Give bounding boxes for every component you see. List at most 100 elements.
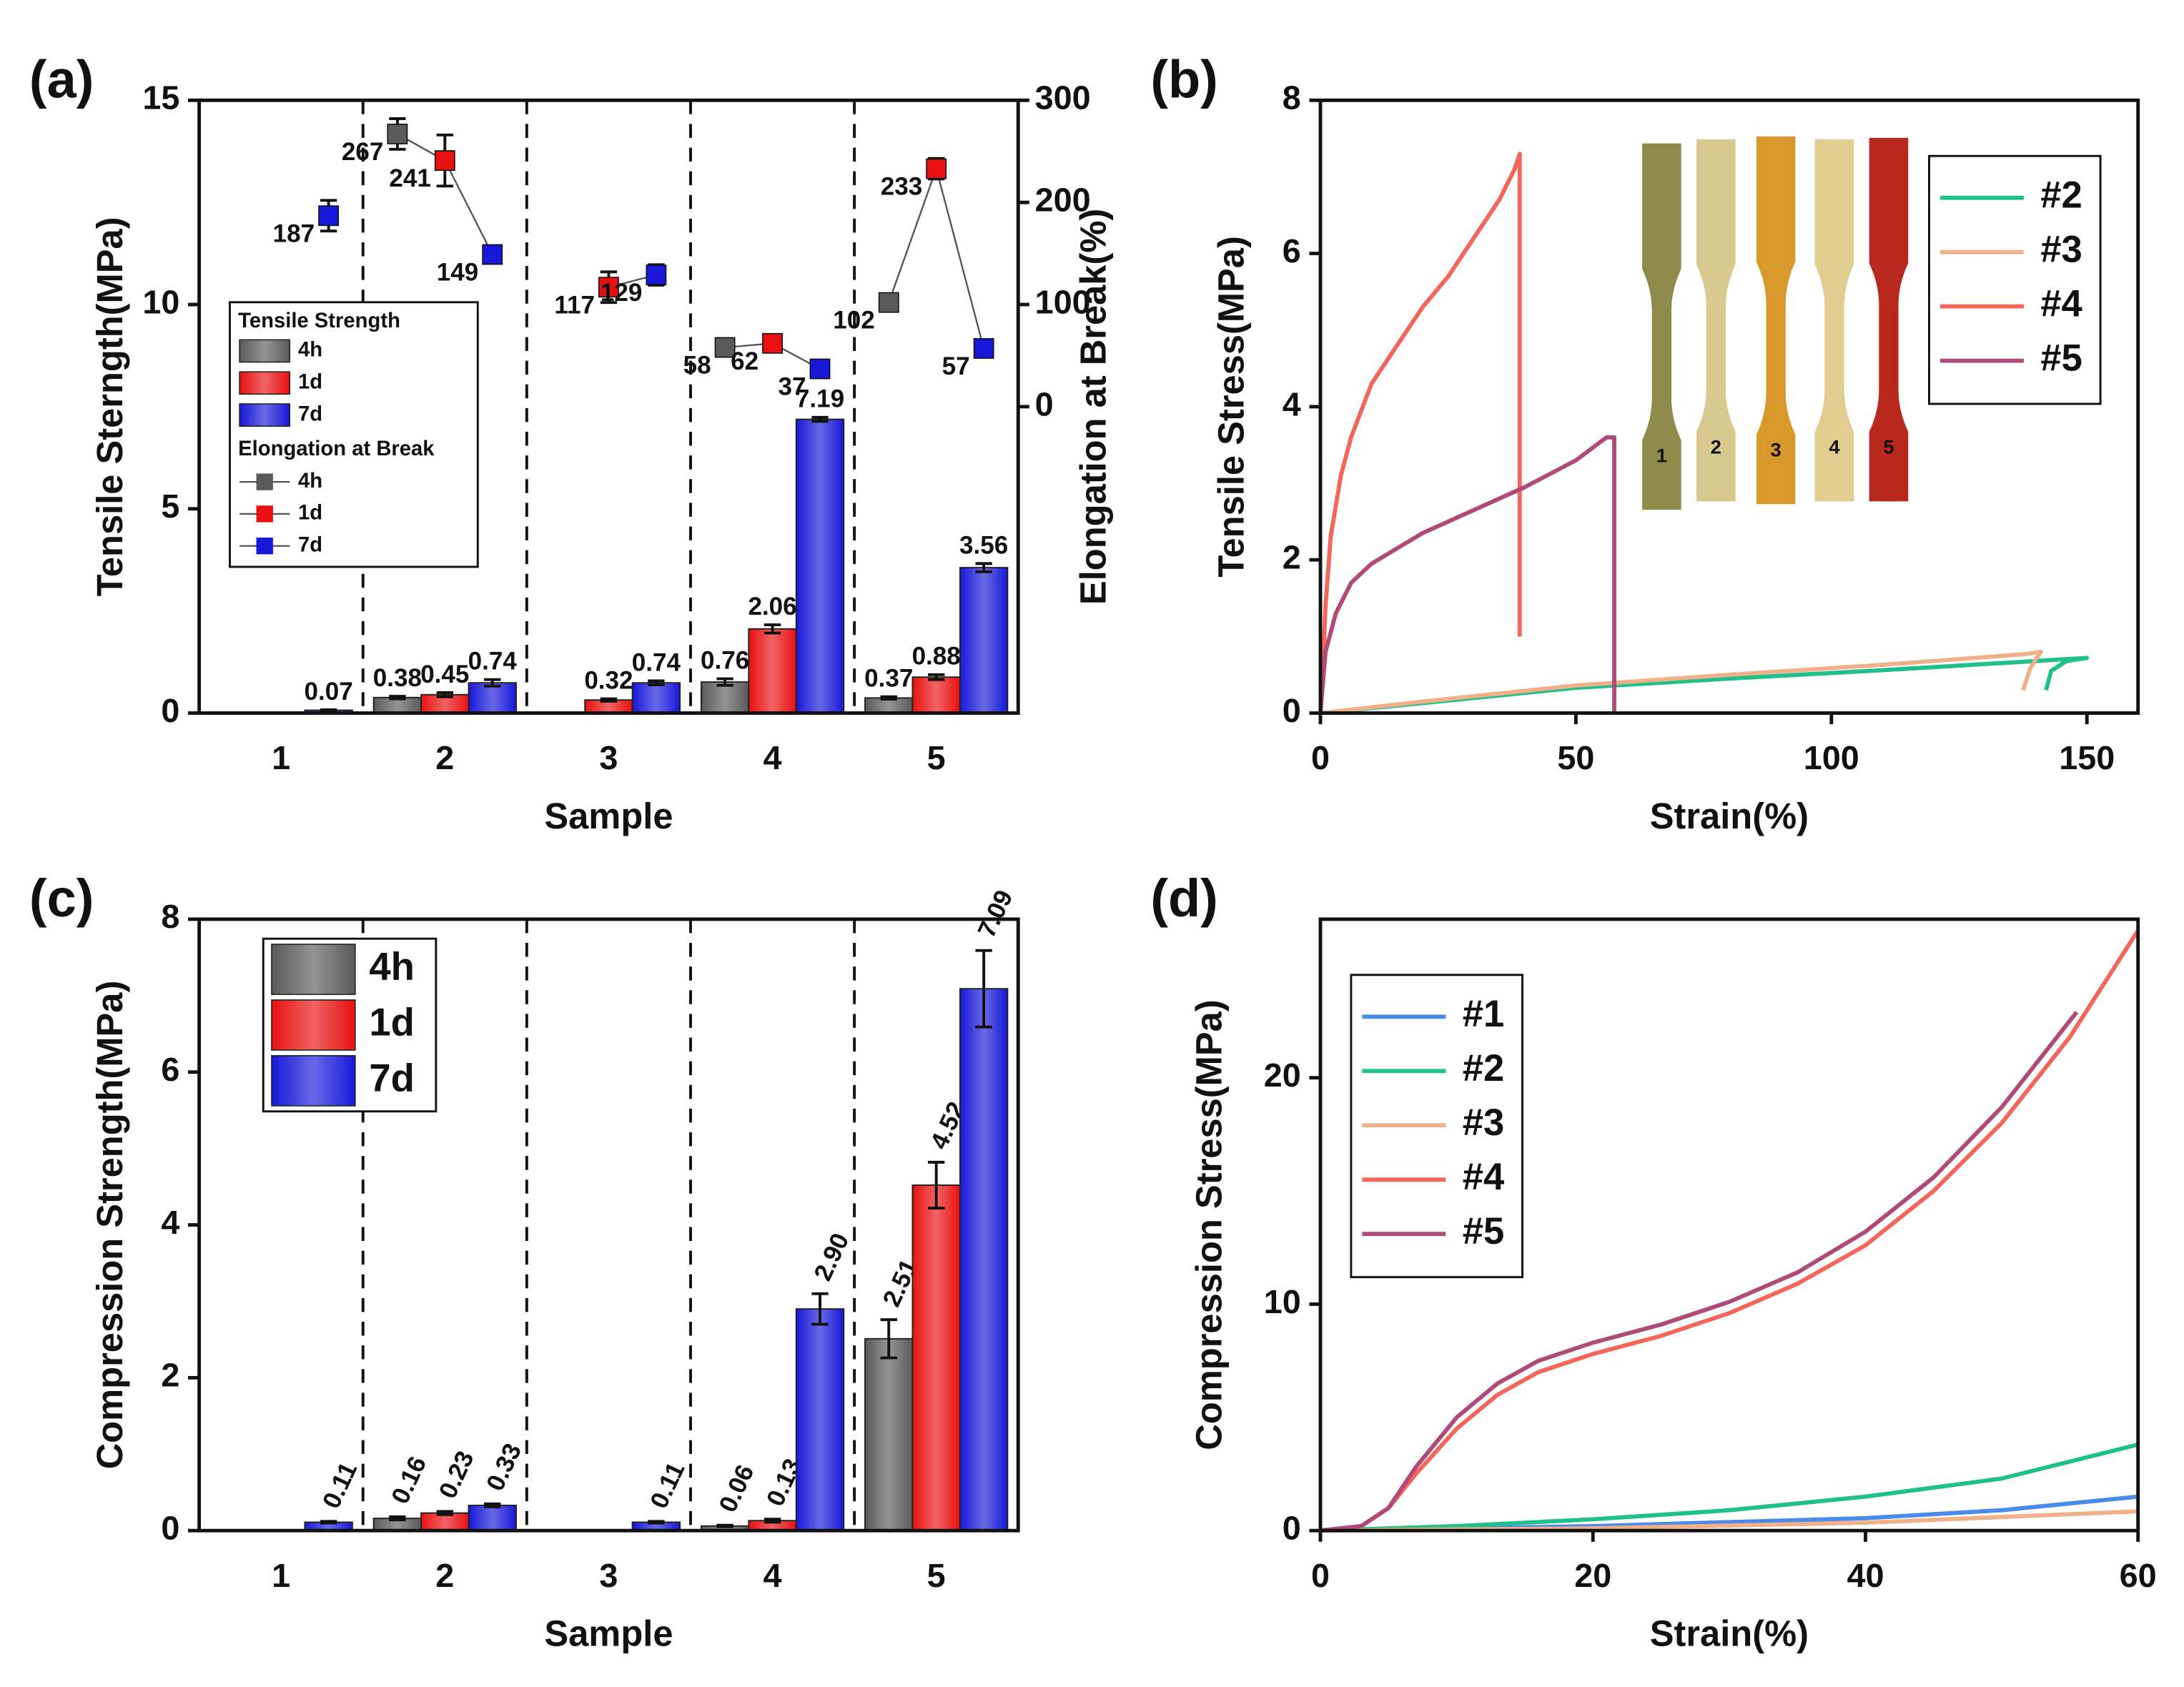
y2-tick-label: 300 — [1035, 79, 1091, 117]
x-tick-label: 1 — [272, 739, 290, 776]
y2-axis-title: Elongation at Break(%) — [1073, 209, 1114, 605]
x-axis-title: Sample — [544, 1613, 673, 1654]
plot-frame — [197, 98, 1020, 715]
point-label: 117 — [554, 291, 595, 319]
plot-frame — [1318, 98, 2140, 715]
legend-swatch — [271, 1055, 356, 1107]
error-bar — [764, 1518, 781, 1524]
x-tick-label: 0 — [1311, 1557, 1330, 1594]
error-bar — [436, 691, 454, 698]
legend-marker — [256, 473, 273, 490]
curve — [1318, 435, 1616, 713]
legend-swatch — [271, 944, 356, 995]
legend-label: 1d — [369, 1000, 415, 1044]
y-tick-label: 6 — [1283, 232, 1301, 269]
point-label: 241 — [389, 164, 430, 192]
point — [646, 264, 667, 286]
error-bar — [975, 562, 992, 573]
y-tick-label: 10 — [142, 283, 179, 320]
value-label: 0.76 — [701, 646, 749, 674]
x-axis-title: Strain(%) — [1650, 796, 1809, 836]
error-bar — [389, 1515, 406, 1522]
legend-swatch — [239, 339, 291, 363]
curve — [1320, 1010, 2079, 1533]
legend-label: #2 — [2040, 174, 2082, 217]
x-tick-label: 3 — [599, 739, 618, 776]
y2-tick-label: 200 — [1035, 181, 1091, 218]
error-bar — [484, 678, 501, 688]
legend-title: Elongation at Break — [238, 437, 435, 460]
x-tick-label: 100 — [1804, 739, 1859, 776]
point-label: 149 — [437, 259, 478, 287]
plot-frame — [1318, 917, 2140, 1533]
point — [926, 158, 947, 179]
legend-title: Tensile Strength — [238, 310, 400, 332]
legend-label: 7d — [298, 533, 322, 556]
curve — [1320, 649, 2043, 716]
panel-label: (a) — [29, 49, 94, 109]
point-label: 37 — [779, 373, 806, 401]
legend-label: #2 — [1463, 1047, 1505, 1089]
y2-tick-label: 100 — [1035, 283, 1091, 320]
bar — [795, 1308, 845, 1532]
error-bar — [764, 623, 781, 635]
y-tick-label: 0 — [161, 1510, 179, 1547]
y-axis-title: Compression Strength(MPa) — [89, 981, 130, 1470]
bar — [959, 567, 1009, 714]
specimen-label: 4 — [1829, 436, 1840, 458]
x-tick-label: 150 — [2059, 739, 2115, 776]
legend-label: #5 — [2040, 337, 2082, 380]
bar — [911, 676, 961, 714]
error-bar — [975, 949, 992, 1029]
legend-label: #1 — [1463, 993, 1505, 1035]
error-bar — [927, 673, 945, 681]
y-tick-label: 6 — [161, 1051, 179, 1088]
panel-label: (c) — [29, 869, 94, 928]
y-tick-label: 0 — [161, 692, 179, 729]
value-label: 0.45 — [420, 661, 469, 688]
y-tick-label: 2 — [1283, 539, 1301, 576]
specimen — [1696, 139, 1736, 502]
error-bar — [320, 708, 337, 713]
point — [318, 205, 340, 227]
value-label: 2.06 — [748, 593, 796, 620]
bar — [748, 628, 797, 714]
y-tick-label: 8 — [161, 898, 179, 935]
y-tick-label: 4 — [1283, 385, 1301, 422]
y-tick-label: 20 — [1264, 1057, 1301, 1094]
value-label: 3.56 — [959, 531, 1008, 559]
error-bar — [436, 1510, 454, 1516]
point — [387, 124, 408, 144]
legend-label: 1d — [298, 371, 322, 394]
point — [434, 150, 455, 171]
legend-swatch — [239, 403, 291, 427]
point-label: 129 — [601, 279, 642, 307]
y-tick-label: 4 — [161, 1204, 179, 1241]
y-tick-label: 8 — [1283, 79, 1301, 117]
panel-label: (b) — [1150, 49, 1218, 109]
x-tick-label: 2 — [435, 739, 454, 776]
value-label: 0.07 — [305, 678, 353, 706]
point — [809, 358, 831, 380]
x-tick-label: 40 — [1847, 1557, 1884, 1594]
legend-swatch — [271, 999, 356, 1051]
error-bar — [811, 415, 829, 423]
x-tick-label: 60 — [2120, 1557, 2157, 1594]
connector — [888, 168, 937, 303]
legend-label: 7d — [369, 1056, 415, 1099]
point — [598, 277, 619, 298]
x-tick-label: 3 — [599, 1557, 618, 1594]
x-tick-label: 1 — [272, 1557, 290, 1594]
value-label: 0.88 — [912, 643, 961, 671]
value-label: 0.38 — [373, 664, 422, 692]
error-bar — [389, 695, 406, 701]
y-tick-label: 2 — [161, 1357, 179, 1394]
legend-marker — [256, 538, 273, 555]
point — [973, 338, 994, 359]
y-tick-label: 5 — [161, 488, 179, 525]
error-bar — [811, 1292, 829, 1326]
x-tick-label: 5 — [927, 739, 946, 776]
point-label: 267 — [342, 138, 383, 166]
bar — [795, 418, 845, 714]
error-bar — [927, 1160, 945, 1209]
